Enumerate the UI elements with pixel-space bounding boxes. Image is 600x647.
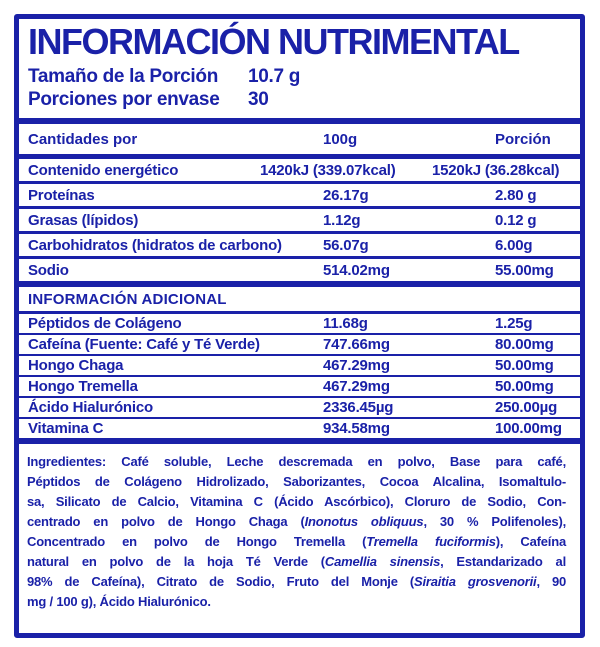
ingredients-text: mg / 100 g), Ácido Hialurónico. (27, 594, 211, 609)
table-row: Sodio 514.02mg 55.00mg (19, 259, 580, 281)
row-value-100g: 467.29mg (323, 378, 390, 395)
row-label: Grasas (lípidos) (28, 212, 139, 229)
row-label: Proteínas (28, 187, 95, 204)
row-value-100g: 514.02mg (323, 262, 390, 279)
table-row: Hongo Chaga 467.29mg 50.00mg (19, 356, 580, 377)
row-value-portion: 100.00mg (495, 420, 562, 437)
ingredients-text: Concentrado en polvo de Hongo Tremella ( (27, 534, 367, 549)
row-value-portion: 50.00mg (495, 378, 554, 395)
serving-size-row: Tamaño de la Porción 10.7 g (28, 65, 580, 88)
table-row: Hongo Tremella 467.29mg 50.00mg (19, 377, 580, 398)
table-row: Proteínas 26.17g 2.80 g (19, 184, 580, 209)
row-label: Hongo Chaga (28, 357, 124, 374)
serving-size-label: Tamaño de la Porción (28, 66, 219, 87)
table-row: Péptidos de Colágeno 11.68g 1.25g (19, 314, 580, 335)
row-value-100g: 747.66mg (323, 336, 390, 353)
nutrition-label: INFORMACIÓN NUTRIMENTAL Tamaño de la Por… (14, 14, 585, 638)
row-value-100g: 2336.45µg (323, 399, 394, 416)
ingredients-text: , 30 % Polifenoles), (423, 514, 567, 529)
table-row: Contenido energético 1420kJ (339.07kcal) 1… (19, 159, 580, 184)
row-value-portion: 250.00µg (495, 399, 558, 416)
table-row: Carbohidratos (hidratos de carbono) 56.07… (19, 234, 580, 259)
additional-info-title: INFORMACIÓN ADICIONAL (28, 291, 227, 308)
servings-per-container-label: Porciones por envase (28, 89, 220, 110)
label-title: INFORMACIÓN NUTRIMENTAL (28, 21, 520, 62)
thick-divider (19, 281, 580, 287)
table-row: Ácido Hialurónico 2336.45µg 250.00µg (19, 398, 580, 419)
row-value-portion: 50.00mg (495, 357, 554, 374)
row-label: Ácido Hialurónico (28, 399, 153, 416)
row-value-100g: 26.17g (323, 187, 369, 204)
row-label: Contenido energético (28, 162, 179, 179)
row-value-portion: 55.00mg (495, 262, 554, 279)
ingredients-text: 98% de Cafeína), Citrato de Sodio, Fruto… (27, 574, 414, 589)
main-nutrient-rows: Contenido energético 1420kJ (339.07kcal) 1… (19, 159, 580, 281)
header-portion: Porción (495, 131, 551, 148)
species-name: Tremella fuciformis (366, 534, 496, 549)
header-amounts-per: Cantidades por (28, 131, 138, 148)
ingredients-line: Péptidos de Colágeno Hidrolizado, Sabori… (27, 472, 566, 492)
row-value-portion: 1.25g (495, 315, 533, 332)
serving-size-value: 10.7 g (248, 66, 301, 87)
thick-divider (19, 118, 580, 124)
row-label: Sodio (28, 262, 69, 279)
species-name: Siraitia grosvenorii (413, 574, 537, 589)
thick-divider (19, 154, 580, 159)
ingredients-text: , 90 (536, 574, 567, 589)
row-value-100g: 56.07g (323, 237, 369, 254)
header-100g: 100g (323, 131, 358, 148)
ingredients-line: mg / 100 g), Ácido Hialurónico. (27, 592, 566, 612)
ingredients-line: natural en polvo de la hoja Té Verde (Ca… (27, 552, 566, 572)
row-value-100g: 11.68g (323, 315, 368, 332)
ingredients-text: ), Cafeína (495, 534, 566, 549)
ingredients-line: Concentrado en polvo de Hongo Tremella (… (27, 532, 566, 552)
row-label: Hongo Tremella (28, 378, 138, 395)
table-row: Grasas (lípidos) 1.12g 0.12 g (19, 209, 580, 234)
row-value-portion: 2.80 g (495, 187, 537, 204)
row-value-portion: 0.12 g (495, 212, 537, 229)
row-value-100g: 467.29mg (323, 357, 390, 374)
row-value-100g: 934.58mg (323, 420, 390, 437)
species-name: Camellia sinensis (324, 554, 441, 569)
additional-nutrient-rows: Péptidos de Colágeno 11.68g 1.25g Cafeína (… (19, 314, 580, 438)
ingredients-text: , Estandarizado al (440, 554, 566, 569)
row-value-portion: 6.00g (495, 237, 533, 254)
row-label: Cafeína (Fuente: Café y Té Verde) (28, 336, 260, 353)
table-row: Cafeína (Fuente: Café y Té Verde) 747.66m… (19, 335, 580, 356)
ingredients-line: sa, Silicato de Calcio, Vitamina C (Ácid… (27, 492, 566, 512)
serving-info: Tamaño de la Porción 10.7 g Porciones po… (28, 65, 580, 111)
ingredients-text: Péptidos de Colágeno Hidrolizado, Sabori… (27, 474, 566, 489)
row-label: Vitamina C (28, 420, 104, 437)
row-value-portion: 1520kJ (36.28kcal) (432, 162, 560, 179)
medium-divider (19, 311, 580, 314)
servings-per-container-row: Porciones por envase 30 (28, 88, 580, 111)
row-value-100g: 1420kJ (339.07kcal) (260, 162, 396, 179)
species-name: Inonotus obliquus (304, 514, 424, 529)
ingredients-text: Ingredientes: Café soluble, Leche descre… (27, 454, 566, 469)
ingredients-line: centrado en polvo de Hongo Chaga (Inonot… (27, 512, 566, 532)
ingredients-text: sa, Silicato de Calcio, Vitamina C (Ácid… (27, 494, 566, 509)
table-header-row: Cantidades por 100g Porción (19, 124, 580, 154)
ingredients-line: Ingredientes: Café soluble, Leche descre… (27, 452, 566, 472)
ingredients-text: natural en polvo de la hoja Té Verde ( (27, 554, 325, 569)
row-label: Péptidos de Colágeno (28, 315, 182, 332)
ingredients-text: centrado en polvo de Hongo Chaga ( (27, 514, 305, 529)
ingredients-paragraph: Ingredientes: Café soluble, Leche descre… (19, 444, 580, 612)
thick-divider (19, 438, 580, 444)
row-value-portion: 80.00mg (495, 336, 554, 353)
table-row: Vitamina C 934.58mg 100.00mg (19, 419, 580, 438)
servings-per-container-value: 30 (248, 89, 269, 110)
row-label: Carbohidratos (hidratos de carbono) (28, 237, 282, 254)
ingredients-line: 98% de Cafeína), Citrato de Sodio, Fruto… (27, 572, 566, 592)
row-value-100g: 1.12g (323, 212, 361, 229)
